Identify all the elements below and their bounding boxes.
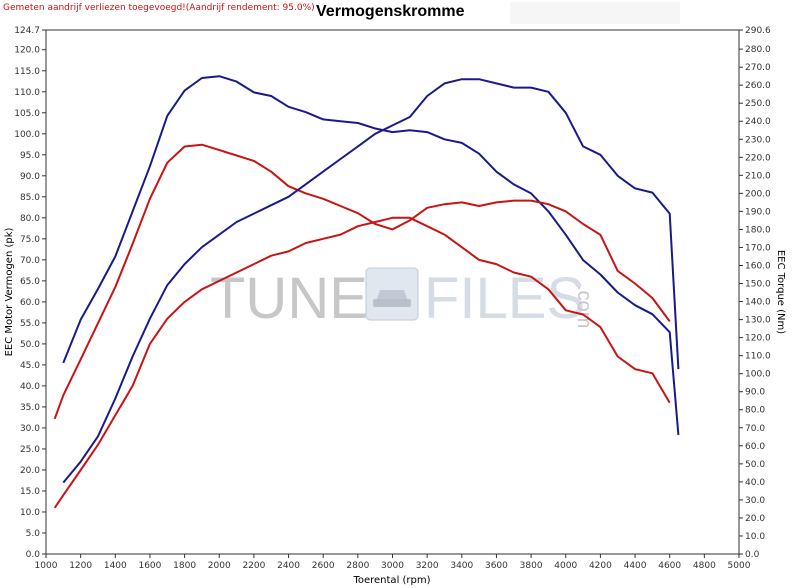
x-tick-label: 3000 bbox=[381, 561, 404, 571]
right-tick-label: 40.0 bbox=[745, 478, 765, 488]
x-tick-label: 1200 bbox=[69, 561, 92, 571]
left-tick-label: 65.0 bbox=[20, 277, 40, 287]
x-tick-label: 2800 bbox=[346, 561, 369, 571]
right-tick-label: 70.0 bbox=[745, 424, 765, 434]
left-tick-label: 120.0 bbox=[14, 46, 40, 56]
left-tick-label: 100.0 bbox=[14, 130, 40, 140]
left-axis-label: EEC Motor Vermogen (pk) bbox=[4, 227, 15, 356]
right-tick-label: 10.0 bbox=[745, 532, 765, 542]
right-tick-label: 270.0 bbox=[745, 63, 771, 73]
right-tick-label: 140.0 bbox=[745, 298, 771, 308]
left-axis-ticks: 0.0 5.0 10.0 15.0 20.0 25.0 30.0 35.0 40.0 45.0 50… bbox=[14, 26, 46, 560]
left-tick-label: 124.7 bbox=[14, 26, 40, 36]
x-tick-label: 1400 bbox=[104, 561, 127, 571]
x-axis-label: Toerental (rpm) bbox=[352, 575, 430, 586]
right-tick-label: 110.0 bbox=[745, 352, 771, 362]
watermark-tune: TUNE bbox=[210, 266, 368, 331]
x-tick-label: 1000 bbox=[35, 561, 58, 571]
left-tick-label: 20.0 bbox=[20, 466, 40, 476]
right-tick-label: 20.0 bbox=[745, 514, 765, 524]
right-tick-label: 260.0 bbox=[745, 81, 771, 91]
left-tick-label: 30.0 bbox=[20, 424, 40, 434]
left-tick-label: 80.0 bbox=[20, 214, 40, 224]
right-tick-label: 60.0 bbox=[745, 442, 765, 452]
x-tick-label: 1800 bbox=[173, 561, 196, 571]
left-tick-label: 60.0 bbox=[20, 298, 40, 308]
left-tick-label: 115.0 bbox=[14, 67, 40, 77]
left-tick-label: 95.0 bbox=[20, 151, 40, 161]
left-tick-label: 105.0 bbox=[14, 109, 40, 119]
right-tick-label: 210.0 bbox=[745, 171, 771, 181]
x-tick-label: 1600 bbox=[138, 561, 161, 571]
right-tick-label: 190.0 bbox=[745, 207, 771, 217]
torque-red-line bbox=[53, 143, 671, 420]
right-tick-label: 100.0 bbox=[745, 370, 771, 380]
x-tick-label: 2200 bbox=[242, 561, 265, 571]
x-tick-label: 4200 bbox=[589, 561, 612, 571]
right-tick-label: 250.0 bbox=[745, 99, 771, 109]
left-tick-label: 15.0 bbox=[20, 487, 40, 497]
x-tick-label: 2600 bbox=[312, 561, 335, 571]
right-tick-label: 80.0 bbox=[745, 406, 765, 416]
x-tick-label: 3400 bbox=[450, 561, 473, 571]
right-tick-label: 130.0 bbox=[745, 316, 771, 326]
left-tick-label: 0.0 bbox=[26, 550, 41, 560]
x-tick-label: 5000 bbox=[728, 561, 751, 571]
right-tick-label: 280.0 bbox=[745, 45, 771, 55]
right-tick-label: 230.0 bbox=[745, 135, 771, 145]
torque-blue-line bbox=[62, 75, 680, 436]
left-tick-label: 5.0 bbox=[26, 529, 41, 539]
x-tick-label: 3600 bbox=[485, 561, 508, 571]
right-tick-label: 120.0 bbox=[745, 334, 771, 344]
right-tick-label: 240.0 bbox=[745, 117, 771, 127]
right-tick-label: 30.0 bbox=[745, 496, 765, 506]
left-tick-label: 70.0 bbox=[20, 256, 40, 266]
left-tick-label: 35.0 bbox=[20, 403, 40, 413]
right-tick-label: 90.0 bbox=[745, 388, 765, 398]
series-lines bbox=[53, 75, 680, 509]
title-bar-highlight bbox=[510, 2, 680, 24]
x-tick-label: 2400 bbox=[277, 561, 300, 571]
left-tick-label: 75.0 bbox=[20, 235, 40, 245]
chart-title: Vermogenskromme bbox=[316, 3, 465, 20]
right-tick-label: 150.0 bbox=[745, 280, 771, 290]
x-tick-label: 2000 bbox=[208, 561, 231, 571]
left-tick-label: 90.0 bbox=[20, 172, 40, 182]
power-red-line bbox=[53, 216, 671, 509]
right-tick-label: 160.0 bbox=[745, 261, 771, 271]
right-axis-ticks: 0.0 10.0 20.0 30.0 40.0 50.0 60.0 70.0 80.0 90.0 1… bbox=[739, 26, 771, 560]
right-tick-label: 200.0 bbox=[745, 189, 771, 199]
x-axis-ticks: 1000 1200 1400 1600 1800 2000 2200 2400 2600 2800… bbox=[35, 554, 751, 571]
left-tick-label: 25.0 bbox=[20, 445, 40, 455]
x-tick-label: 4400 bbox=[624, 561, 647, 571]
left-tick-label: 50.0 bbox=[20, 340, 40, 350]
power-blue-line bbox=[62, 78, 680, 484]
right-tick-label: 290.6 bbox=[745, 26, 771, 36]
left-tick-label: 40.0 bbox=[20, 382, 40, 392]
right-tick-label: 0.0 bbox=[745, 550, 760, 560]
x-tick-label: 4000 bbox=[554, 561, 577, 571]
right-tick-label: 170.0 bbox=[745, 243, 771, 253]
drivetrain-loss-note: Gemeten aandrijf verliezen toegevoegd!(A… bbox=[3, 3, 315, 13]
watermark: TUNE FILES .com bbox=[210, 266, 595, 331]
right-axis-label: EEC Torque (Nm) bbox=[775, 250, 786, 334]
car-icon bbox=[365, 267, 419, 321]
left-tick-label: 10.0 bbox=[20, 508, 40, 518]
right-tick-label: 50.0 bbox=[745, 460, 765, 470]
watermark-suffix: .com bbox=[573, 285, 595, 328]
watermark-files: FILES bbox=[424, 266, 585, 331]
right-tick-label: 180.0 bbox=[745, 225, 771, 235]
left-tick-label: 45.0 bbox=[20, 361, 40, 371]
x-tick-label: 3200 bbox=[416, 561, 439, 571]
x-tick-label: 3800 bbox=[520, 561, 543, 571]
x-tick-label: 4600 bbox=[658, 561, 681, 571]
left-tick-label: 55.0 bbox=[20, 319, 40, 329]
x-tick-label: 4800 bbox=[693, 561, 716, 571]
right-tick-label: 220.0 bbox=[745, 153, 771, 163]
left-tick-label: 110.0 bbox=[14, 88, 40, 98]
left-tick-label: 85.0 bbox=[20, 193, 40, 203]
